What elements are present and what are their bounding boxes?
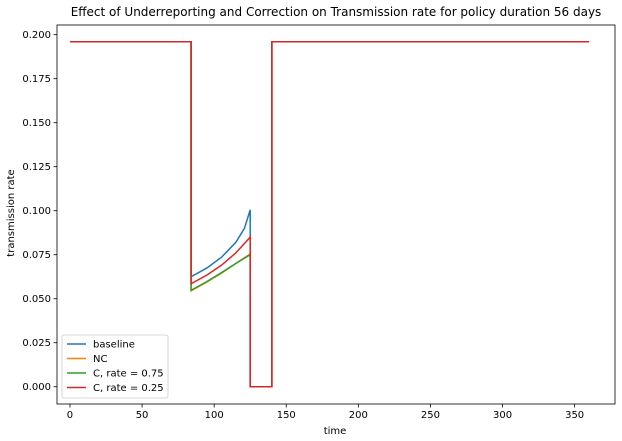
- y-tick-label: 0.200: [22, 30, 51, 41]
- y-tick-label: 0.100: [22, 206, 51, 217]
- x-tick-label: 200: [349, 410, 368, 421]
- x-tick-label: 150: [277, 410, 296, 421]
- legend-label: C, rate = 0.75: [93, 369, 164, 380]
- y-tick-label: 0.075: [22, 250, 51, 261]
- y-tick-label: 0.000: [22, 382, 51, 393]
- x-tick-label: 300: [493, 410, 512, 421]
- y-tick-label: 0.050: [22, 294, 51, 305]
- x-tick-label: 100: [205, 410, 224, 421]
- x-axis-label: time: [324, 426, 347, 437]
- y-tick-label: 0.175: [22, 74, 51, 85]
- y-tick-label: 0.025: [22, 338, 51, 349]
- y-tick-label: 0.125: [22, 162, 51, 173]
- legend: baseline NC C, rate = 0.75 C, rate = 0.25: [61, 334, 169, 399]
- x-tick-label: 250: [421, 410, 440, 421]
- x-tick-label: 0: [67, 410, 73, 421]
- plot-frame: [56, 24, 616, 405]
- chart-title: Effect of Underreporting and Correction …: [71, 5, 602, 19]
- legend-label: baseline: [93, 340, 135, 351]
- plot-area: [69, 40, 590, 388]
- y-axis-label: transmission rate: [6, 169, 17, 256]
- series-line-c-rate-0-25: [69, 40, 590, 388]
- y-tick-label: 0.150: [22, 118, 51, 129]
- legend-label: NC: [93, 354, 107, 365]
- legend-label: C, rate = 0.25: [93, 383, 164, 394]
- x-tick-label: 350: [565, 410, 584, 421]
- x-tick-label: 50: [136, 410, 149, 421]
- legend-box: [61, 334, 169, 399]
